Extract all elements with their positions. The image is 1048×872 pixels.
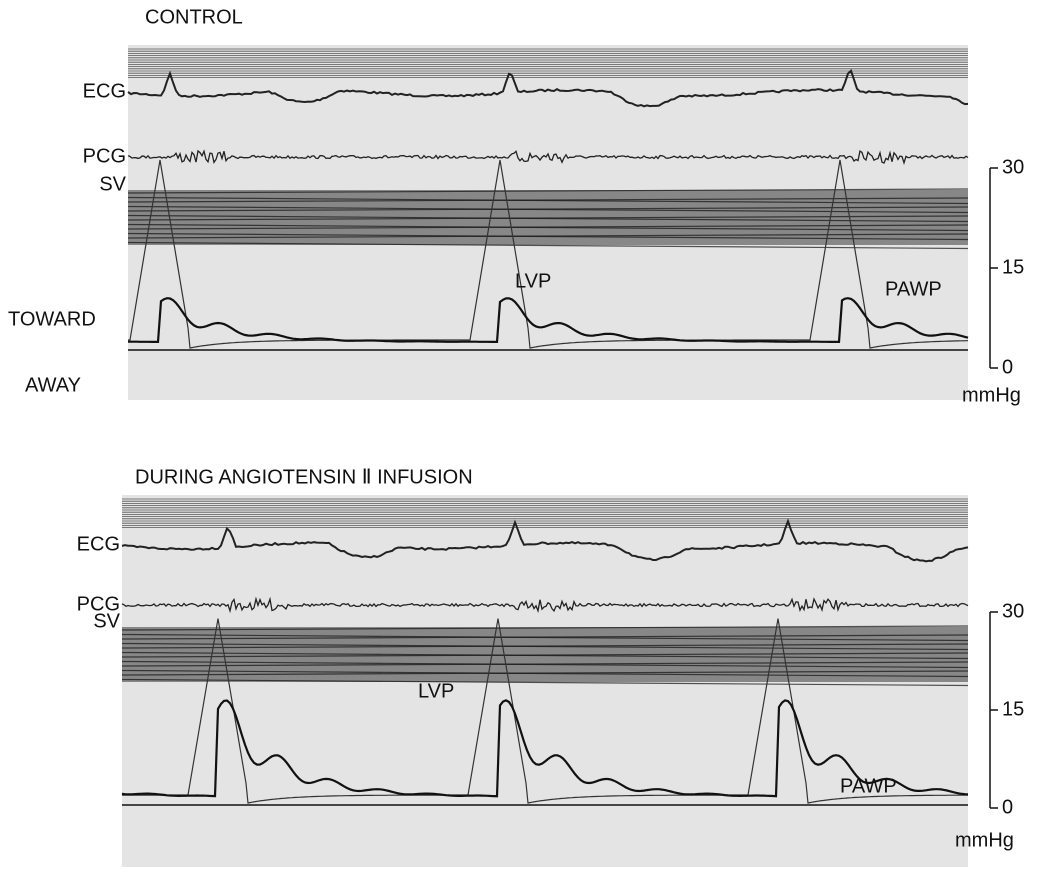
scale-unit: mmHg [962,384,1021,406]
scale-label: 30 [1002,600,1024,622]
trace-label: PAWP [885,278,942,300]
trace-label: ECG [83,80,126,102]
scale-label: 15 [1002,698,1024,720]
trace-label: LVP [418,680,454,702]
trace-label: SV [93,610,120,632]
scale-label: 0 [1002,796,1013,818]
trace-label: TOWARD [8,308,96,330]
figure: CONTROL ECG PCG SV LVP PAWP TOWARD AWAY 30 15 0 mmH… [0,0,1048,867]
scale-label: 0 [1002,356,1013,378]
trace-label: AWAY [25,374,81,396]
trace-label: LVP [515,270,551,292]
panel-title: CONTROL [145,6,243,28]
panel-title: DURING ANGIOTENSIN Ⅱ INFUSION [135,466,473,488]
trace-label: SV [99,173,126,195]
scale-unit: mmHg [955,829,1014,851]
scale-label: 30 [1002,156,1024,178]
trace-label: PAWP [840,775,897,797]
trace-label: ECG [77,533,120,555]
scale-label: 15 [1002,256,1024,278]
trace-label: PCG [83,145,126,167]
